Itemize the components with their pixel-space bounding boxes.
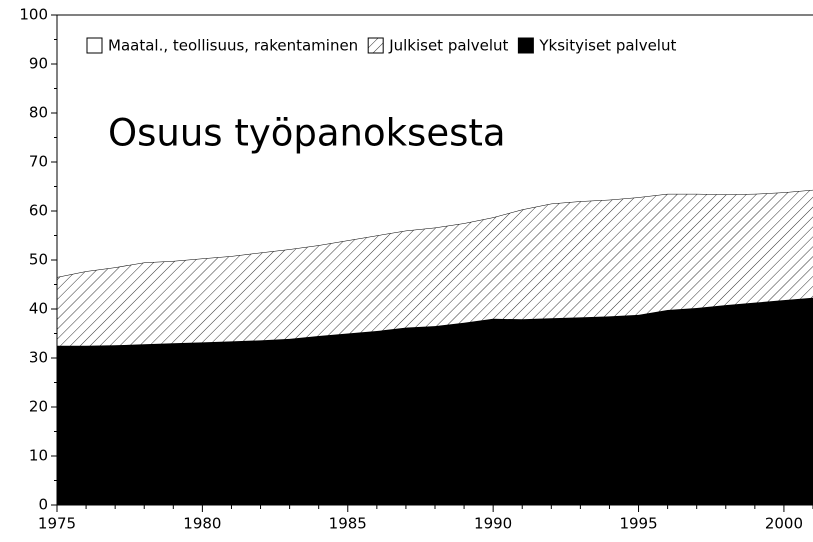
x-tick-label: 1980 [183, 515, 221, 533]
y-tick-label: 0 [38, 496, 48, 514]
area [57, 297, 813, 505]
y-tick-label: 20 [29, 398, 48, 416]
x-tick-label: 1990 [474, 515, 512, 533]
area [57, 189, 813, 346]
area [57, 15, 813, 278]
x-tick-label: 2000 [765, 515, 803, 533]
y-tick-label: 70 [29, 153, 48, 171]
legend-swatch [517, 37, 534, 54]
x-tick-label: 1995 [619, 515, 657, 533]
y-tick-label: 10 [29, 447, 48, 465]
y-tick-label: 50 [29, 251, 48, 269]
chart-title: Osuus työpanoksesta [108, 112, 506, 155]
y-tick-label: 30 [29, 349, 48, 367]
x-tick-label: 1975 [38, 515, 76, 533]
legend-swatch [86, 37, 103, 54]
x-tick-label: 1985 [329, 515, 367, 533]
y-tick-label: 90 [29, 55, 48, 73]
y-tick-label: 80 [29, 104, 48, 122]
y-tick-label: 100 [19, 6, 48, 24]
legend-label: Julkiset palvelut [388, 37, 508, 55]
legend-label: Yksityiset palvelut [538, 37, 676, 55]
legend-swatch [367, 37, 384, 54]
y-tick-label: 40 [29, 300, 48, 318]
legend-label: Maatal., teollisuus, rakentaminen [108, 37, 358, 55]
y-tick-label: 60 [29, 202, 48, 220]
